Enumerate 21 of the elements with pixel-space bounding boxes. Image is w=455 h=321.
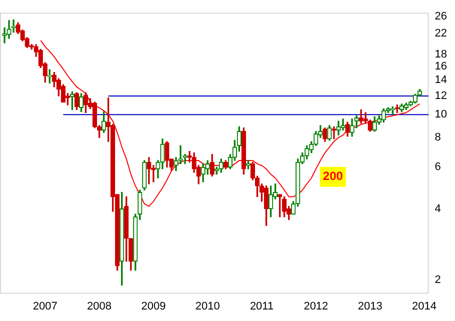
series-label: 200 bbox=[322, 169, 344, 184]
x-tick-label: 2013 bbox=[358, 300, 382, 312]
y-tick-label: 10 bbox=[434, 108, 448, 121]
x-tick-label: 2012 bbox=[304, 300, 328, 312]
y-tick-label: 26 bbox=[434, 10, 448, 23]
y-tick-label: 22 bbox=[434, 28, 448, 40]
x-tick-label: 2009 bbox=[141, 300, 166, 312]
y-tick-label: 12 bbox=[434, 90, 448, 102]
x-tick-label: 2008 bbox=[87, 300, 112, 312]
x-tick-label: 2014 bbox=[412, 300, 436, 312]
x-tick-label: 2010 bbox=[195, 300, 220, 312]
y-tick-label: 16 bbox=[434, 60, 448, 72]
y-tick-label: 6 bbox=[434, 161, 441, 174]
x-tick-label: 2007 bbox=[32, 300, 58, 312]
y-tick-label: 8 bbox=[434, 132, 441, 144]
candlestick bbox=[336, 120, 341, 136]
y-tick-label: 4 bbox=[434, 202, 441, 215]
x-tick-label: 2011 bbox=[250, 300, 274, 312]
y-tick-label: 14 bbox=[434, 74, 448, 86]
y-tick-label: 2 bbox=[434, 274, 441, 286]
y-tick-label: 18 bbox=[434, 48, 448, 60]
